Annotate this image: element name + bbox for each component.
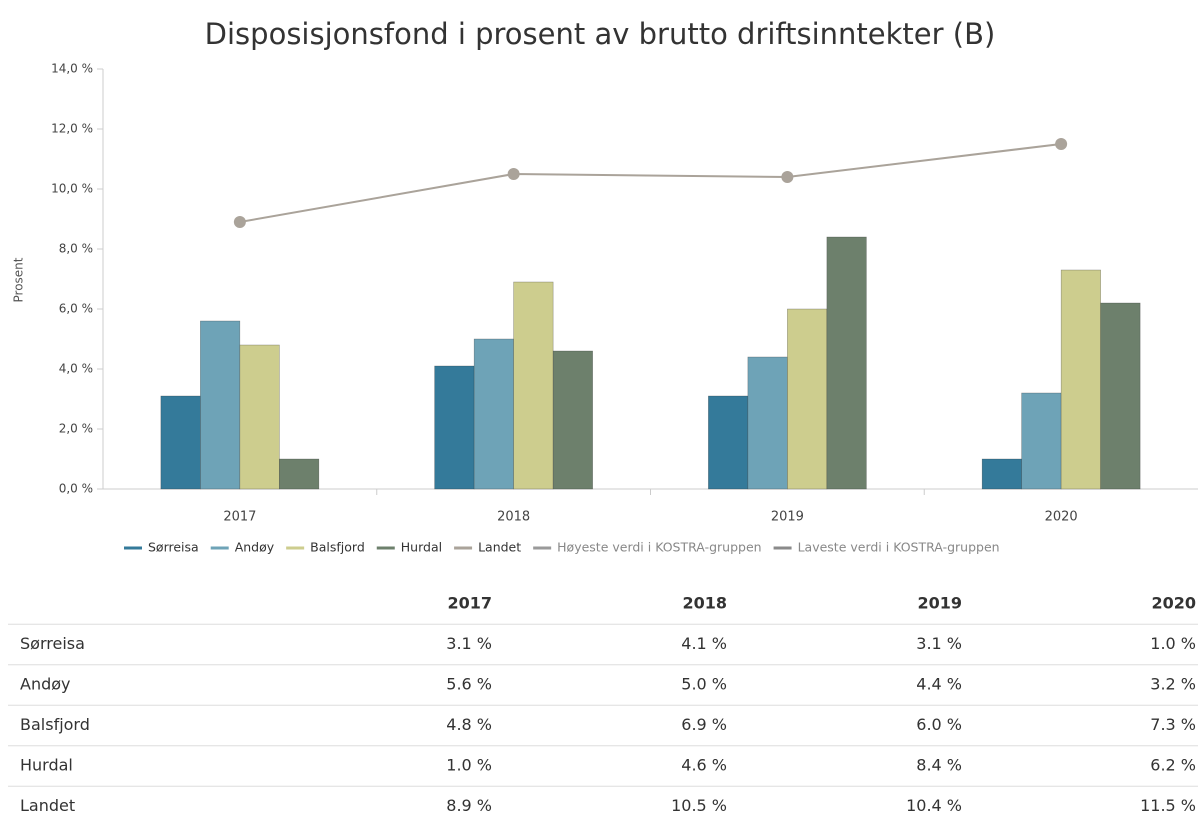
table-cell: 3.2 % [1150,675,1196,694]
table-cell: 1.0 % [1150,634,1196,653]
bar [708,395,749,490]
table-cell: 5.6 % [446,675,492,694]
y-tick-label: 14,0 % [51,62,93,76]
x-tick-label: 2018 [497,510,530,525]
legend-label: Balsfjord [310,540,365,555]
y-tick-label: 8,0 % [59,242,93,256]
y-tick-label: 4,0 % [59,362,93,376]
line [239,143,1062,223]
x-tick-label: 2020 [1045,510,1078,525]
bar [1021,392,1062,490]
line-marker [507,168,520,180]
bar [787,308,828,490]
bar [160,395,201,490]
table-cell: 6.0 % [916,715,962,734]
x-tick-label: 2019 [771,510,804,525]
legend-label: Landet [478,540,521,555]
bar [981,458,1022,490]
table-header: 2019 [917,594,962,613]
bar [200,320,241,490]
table-cell: 4.1 % [681,634,727,653]
line-marker [233,216,246,228]
table-header: 2017 [447,594,492,613]
legend-label: Andøy [235,540,275,555]
legend-label: Hurdal [401,540,442,555]
y-tick-label: 10,0 % [51,182,93,196]
table-header: 2020 [1151,594,1196,613]
row-label: Landet [20,796,75,814]
table-cell: 11.5 % [1140,796,1196,814]
bar [279,458,320,490]
y-tick-label: 6,0 % [59,302,93,316]
bar [434,365,475,490]
table-cell: 6.2 % [1150,756,1196,775]
line-marker [781,171,794,183]
legend-label: Høyeste verdi i KOSTRA-gruppen [557,540,761,555]
legend-label: Sørreisa [148,540,199,555]
row-label: Sørreisa [20,634,85,653]
line-marker [1055,138,1068,150]
table-cell: 3.1 % [446,634,492,653]
bar [552,350,593,490]
table-cell: 8.4 % [916,756,962,775]
table-cell: 10.5 % [671,796,727,814]
bar [239,344,280,490]
row-label: Hurdal [20,756,73,775]
legend-label: Laveste verdi i KOSTRA-gruppen [798,540,1000,555]
table-cell: 6.9 % [681,715,727,734]
row-label: Balsfjord [20,715,90,734]
y-axis-label: Prosent [12,257,26,302]
table-cell: 1.0 % [446,756,492,775]
chart-title: Disposisjonsfond i prosent av brutto dri… [205,17,996,51]
y-tick-label: 2,0 % [59,422,93,436]
table-cell: 4.8 % [446,715,492,734]
bar [473,338,514,490]
table-header: 2018 [682,594,727,613]
x-tick-label: 2017 [223,510,256,525]
table-cell: 4.4 % [916,675,962,694]
row-label: Andøy [20,675,71,694]
table-cell: 3.1 % [916,634,962,653]
bar [826,236,867,490]
y-tick-label: 0,0 % [59,482,93,496]
bar [1100,302,1141,490]
bar [513,281,554,490]
table-cell: 10.4 % [906,796,962,814]
bar [747,356,788,490]
table-cell: 5.0 % [681,675,727,694]
table-cell: 7.3 % [1150,715,1196,734]
bar [1060,269,1101,490]
table-cell: 8.9 % [446,796,492,814]
table-cell: 4.6 % [681,756,727,775]
y-tick-label: 12,0 % [51,122,93,136]
